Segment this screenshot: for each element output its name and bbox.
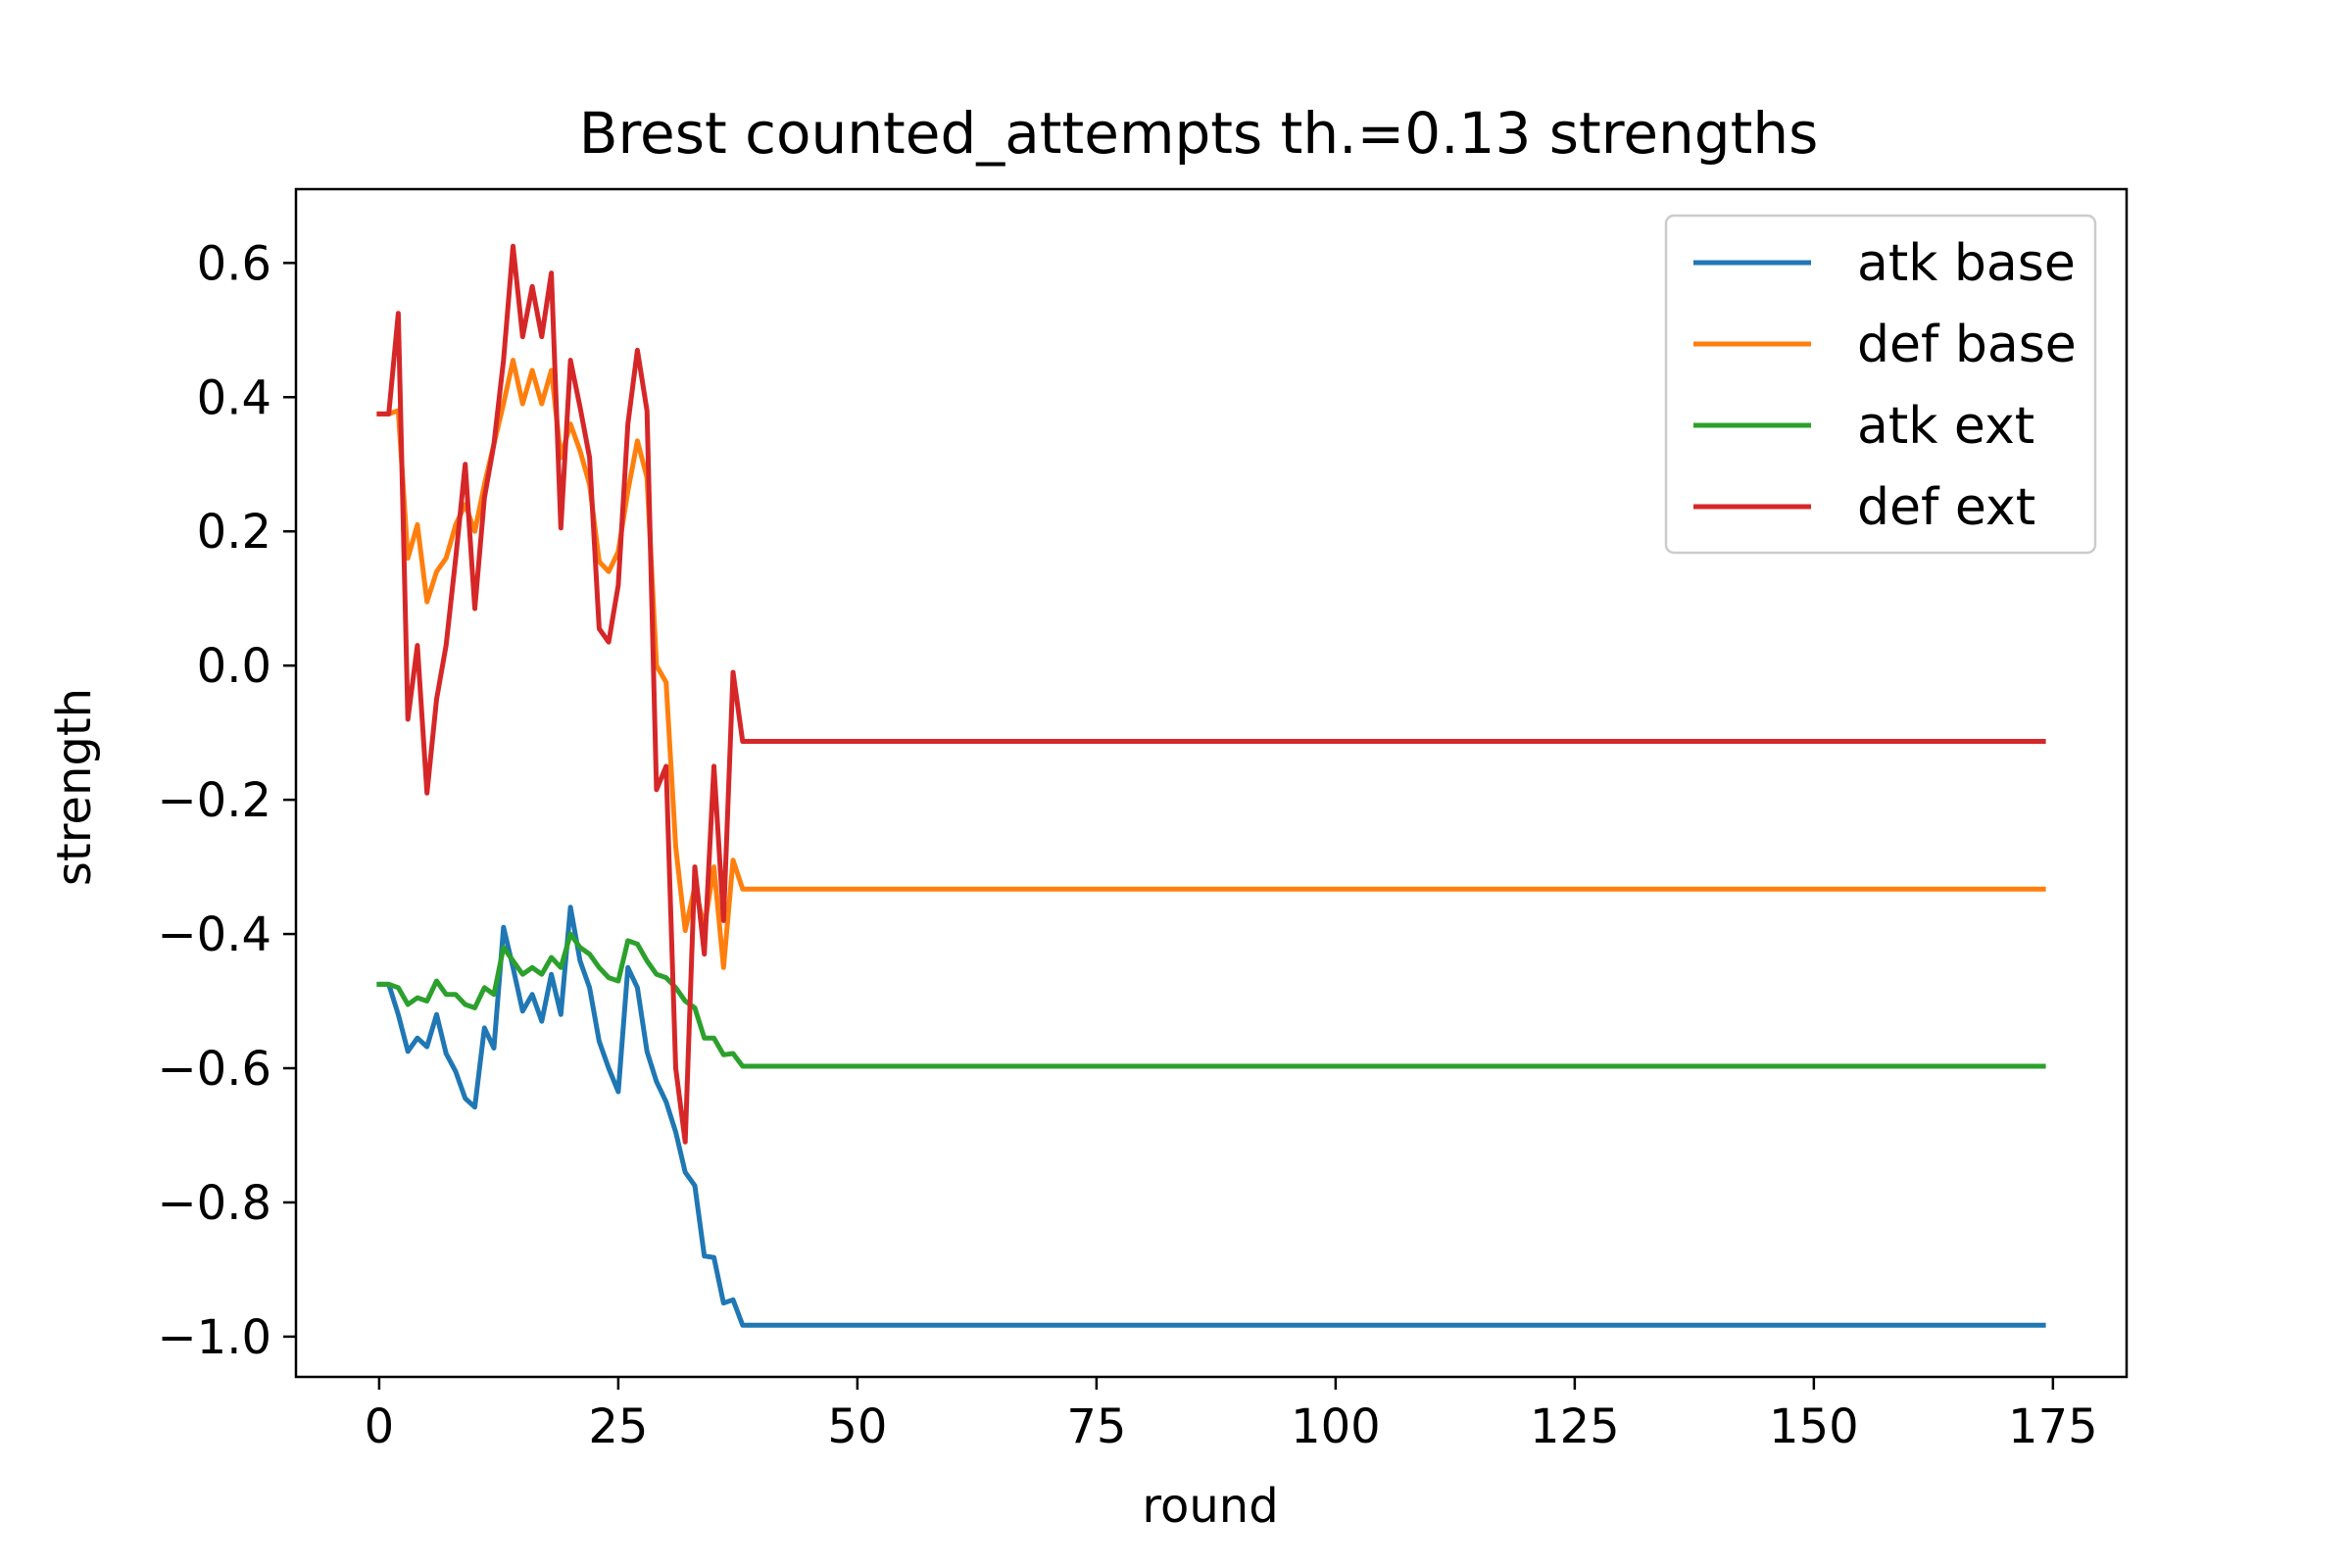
y-tick-label: 0.4 [197,370,271,425]
x-tick-label: 0 [365,1399,395,1454]
y-tick-label: −0.6 [157,1042,271,1097]
x-axis: 0 25 50 75 100 125 150 175 [365,1377,2098,1454]
y-tick-label: −0.8 [157,1176,271,1231]
series-line-atk-base [376,905,2046,1328]
x-tick-label: 150 [1769,1399,1859,1454]
series-line-def-ext [376,243,2046,1145]
legend-label-def-ext: def ext [1857,478,2035,537]
legend-label-atk-ext: atk ext [1857,397,2034,456]
y-tick-label: −1.0 [157,1310,271,1365]
x-axis-label: round [1142,1479,1278,1534]
x-tick-label: 25 [588,1399,648,1454]
y-tick-label: −0.4 [157,907,271,962]
y-tick-label: −0.2 [157,773,271,828]
x-tick-label: 175 [2008,1399,2098,1454]
plot-frame [294,187,2129,1379]
x-tick-label: 100 [1291,1399,1381,1454]
y-tick-label: 0.2 [197,505,271,560]
legend-label-def-base: def base [1857,316,2077,374]
legend-box [1664,214,2097,555]
y-axis-label: strength [47,688,102,886]
x-tick-label: 75 [1066,1399,1126,1454]
series-layer [376,243,2046,1328]
legend: atk base def base atk ext def ext [1664,214,2097,555]
legend-label-atk-base: atk base [1857,234,2076,293]
y-axis: 0.6 0.4 0.2 0.0 −0.2 −0.4 −0.6 −0.8 −1.0 [157,236,296,1365]
x-tick-label: 50 [827,1399,887,1454]
y-tick-label: 0.0 [197,639,271,694]
y-tick-label: 0.6 [197,236,271,291]
x-tick-label: 125 [1530,1399,1620,1454]
chart-title: Brest counted_attempts th.=0.13 strength… [579,100,1819,167]
